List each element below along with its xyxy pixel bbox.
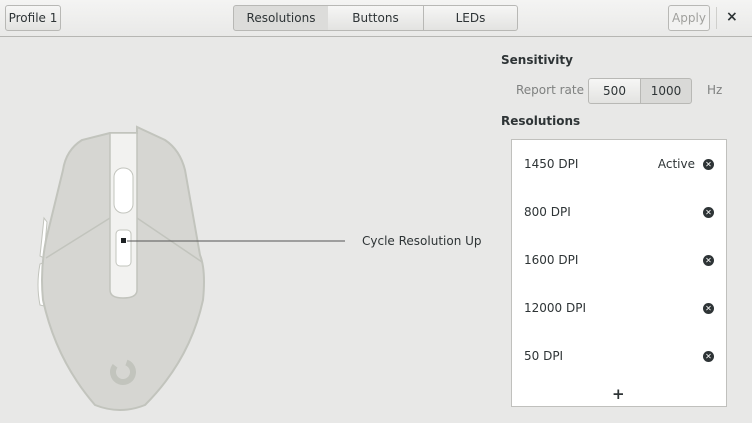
mouse-resolution-button bbox=[115, 229, 132, 267]
apply-button[interactable]: Apply bbox=[668, 5, 710, 31]
resolution-label: 1450 DPI bbox=[524, 157, 579, 171]
active-badge: Active bbox=[657, 157, 695, 171]
tab-leds[interactable]: LEDs bbox=[423, 5, 518, 31]
remove-icon[interactable]: ✕ bbox=[703, 350, 714, 362]
resolution-label: 1600 DPI bbox=[524, 253, 579, 267]
resolution-row[interactable]: 800 DPI ✕ bbox=[512, 188, 726, 236]
hz-unit: Hz bbox=[707, 83, 723, 97]
sensitivity-title: Sensitivity bbox=[501, 53, 573, 67]
rate-500-button[interactable]: 500 bbox=[588, 78, 641, 104]
header-bar: Profile 1 Resolutions Buttons LEDs Apply… bbox=[0, 0, 752, 37]
divider bbox=[716, 7, 717, 29]
report-rate-label: Report rate bbox=[516, 83, 584, 97]
resolution-label: 800 DPI bbox=[524, 205, 571, 219]
callout-label: Cycle Resolution Up bbox=[362, 234, 482, 248]
remove-icon[interactable]: ✕ bbox=[703, 206, 714, 218]
add-resolution-button[interactable]: + bbox=[612, 385, 625, 403]
remove-icon[interactable]: ✕ bbox=[703, 302, 714, 314]
resolution-list: 1450 DPI Active ✕ 800 DPI ✕ 1600 DPI ✕ 12000… bbox=[511, 139, 727, 407]
rate-1000-button[interactable]: 1000 bbox=[640, 78, 692, 104]
tab-buttons[interactable]: Buttons bbox=[328, 5, 424, 31]
profile-button[interactable]: Profile 1 bbox=[5, 5, 61, 31]
resolutions-title: Resolutions bbox=[501, 114, 581, 128]
resolution-row[interactable]: 12000 DPI ✕ bbox=[512, 284, 726, 332]
mouse-wheel bbox=[113, 167, 134, 214]
close-icon[interactable]: × bbox=[726, 9, 738, 25]
remove-icon[interactable]: ✕ bbox=[703, 254, 714, 266]
resolution-row[interactable]: 1600 DPI ✕ bbox=[512, 236, 726, 284]
resolution-row[interactable]: 1450 DPI Active ✕ bbox=[512, 140, 726, 188]
mouse-center-strip bbox=[109, 132, 138, 299]
resolution-label: 12000 DPI bbox=[524, 301, 587, 315]
remove-icon[interactable]: ✕ bbox=[703, 158, 714, 170]
tab-resolutions[interactable]: Resolutions bbox=[233, 5, 329, 31]
resolution-label: 50 DPI bbox=[524, 349, 564, 363]
button-marker bbox=[121, 238, 126, 243]
mouse-logo bbox=[110, 359, 136, 385]
resolution-row[interactable]: 50 DPI ✕ bbox=[512, 332, 726, 380]
